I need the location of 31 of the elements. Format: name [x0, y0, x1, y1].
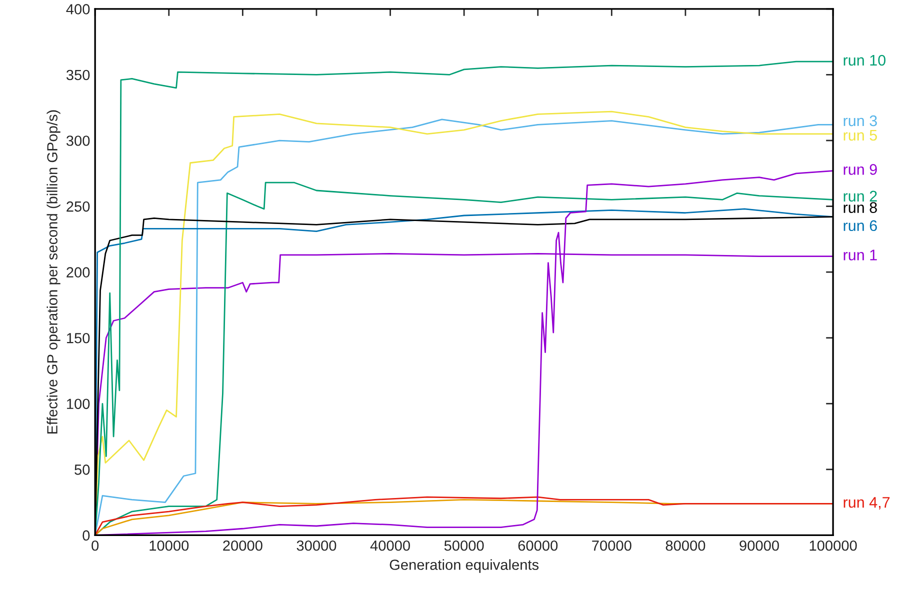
x-tick-label: 100000 — [810, 540, 857, 551]
y-axis-title: Effective GP operation per second (billion GPop/s) — [46, 110, 60, 434]
y-tick-label: 100 — [67, 398, 90, 410]
series-label: run 5 — [844, 130, 877, 141]
x-tick-label: 30000 — [296, 540, 336, 551]
y-tick-label: 50 — [74, 464, 90, 475]
series-label: run 8 — [844, 202, 877, 213]
series-label: run 4,7 — [844, 497, 890, 510]
x-tick-label: 20000 — [223, 540, 262, 551]
y-tick-label: 150 — [67, 332, 90, 344]
x-tick-label: 70000 — [592, 540, 632, 551]
x-tick-label: 40000 — [370, 540, 410, 551]
series-label: run 3 — [844, 115, 877, 126]
x-tick-label: 90000 — [740, 540, 779, 551]
x-tick-label: 0 — [92, 540, 99, 551]
series-label: run 6 — [844, 220, 877, 232]
x-tick-label: 60000 — [518, 540, 558, 551]
y-tick-label: 350 — [66, 70, 90, 80]
series-label: run 1 — [844, 250, 877, 260]
x-tick-label: 10000 — [150, 540, 189, 551]
y-tick-label: 250 — [66, 201, 90, 212]
y-tick-label: 200 — [66, 267, 90, 278]
series-label: run 10 — [844, 54, 886, 66]
y-tick-label: 300 — [66, 136, 90, 146]
series-label: run 9 — [844, 164, 877, 175]
y-tick-label: 400 — [66, 4, 90, 14]
x-axis-title: Generation equivalents — [390, 559, 539, 573]
x-tick-label: 80000 — [666, 540, 706, 551]
series-label: run 2 — [844, 190, 877, 202]
x-tick-label: 50000 — [444, 540, 484, 551]
y-tick-label: 0 — [82, 530, 90, 541]
